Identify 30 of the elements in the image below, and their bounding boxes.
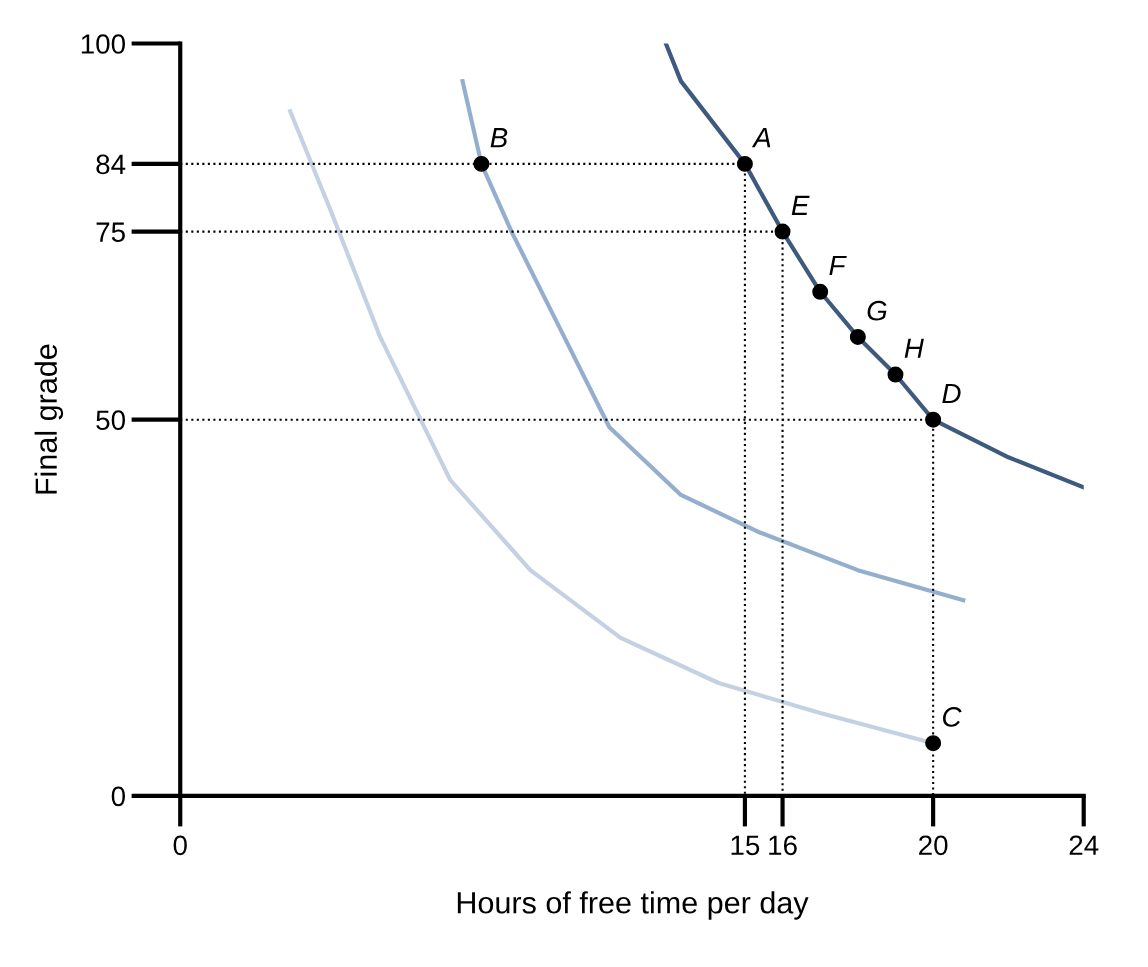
point (925, 411, 942, 428)
point (849, 328, 866, 345)
annotation: A (751, 128, 771, 148)
x-axis-title: Hours of free time per day (457, 891, 809, 920)
x-tick-label: 16 (769, 835, 797, 856)
y-axis-title: Final grade (34, 344, 64, 494)
y-tick-label: 100 (81, 34, 125, 54)
line-series (663, 43, 1084, 490)
point (774, 223, 791, 240)
annotation: H (904, 338, 924, 358)
point (736, 155, 753, 172)
annotation: B (490, 128, 508, 148)
x-tick-label: 20 (919, 835, 948, 856)
point (473, 155, 490, 172)
y-tick-label: 50 (96, 410, 125, 431)
y-tick-label: 75 (96, 222, 125, 242)
y-tick-label: 84 (96, 154, 126, 175)
line-series (460, 79, 966, 603)
x-tick-label: 15 (731, 835, 760, 856)
x-tick-label: 24 (1069, 835, 1099, 855)
y-tick-label: 0 (111, 786, 125, 807)
x-tick-label: 0 (173, 835, 187, 856)
annotation: E (791, 195, 810, 215)
annotation: D (942, 383, 961, 404)
point (887, 366, 904, 383)
annotation: F (829, 256, 847, 276)
annotation: C (943, 707, 962, 727)
point (925, 735, 942, 752)
annotation: G (867, 300, 887, 321)
point (812, 283, 829, 300)
